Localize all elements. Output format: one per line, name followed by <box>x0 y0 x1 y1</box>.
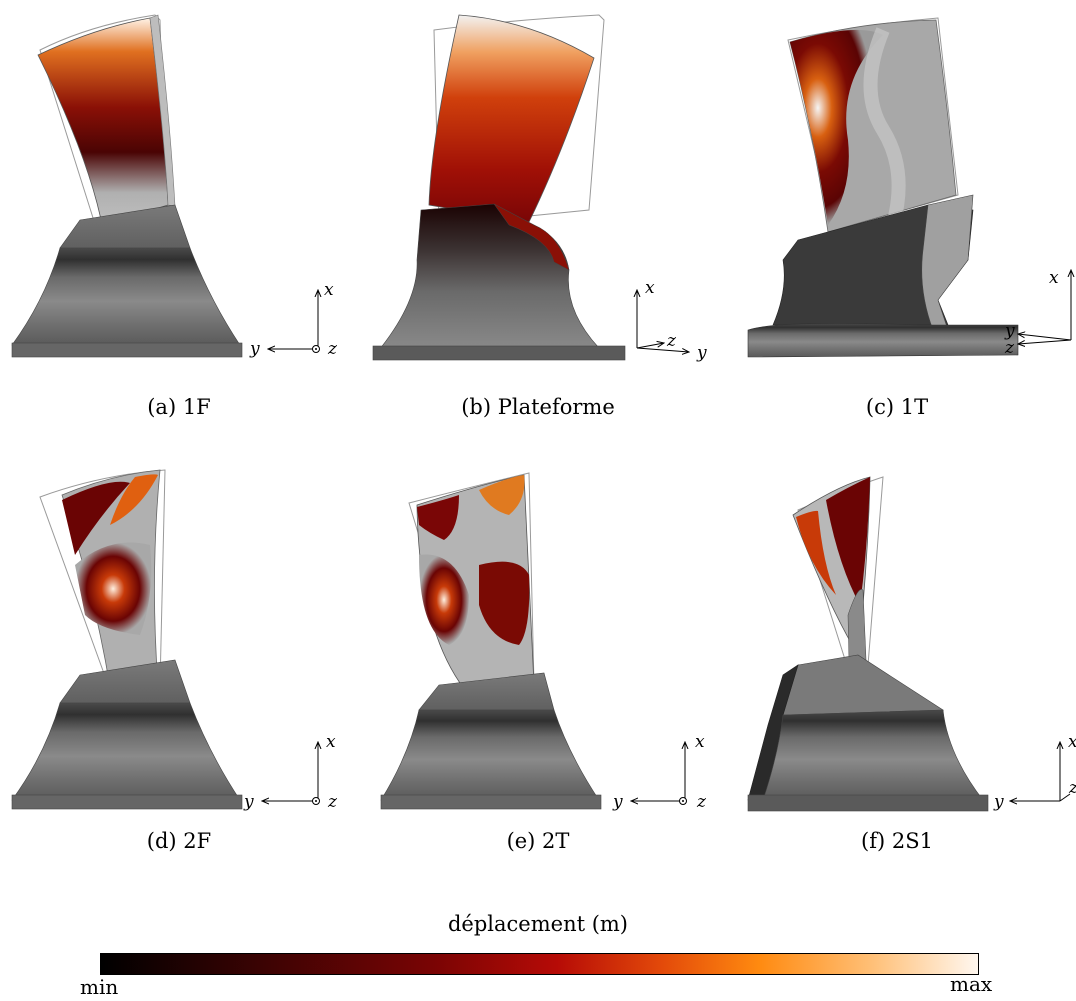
axis-label-up: x <box>1068 732 1076 752</box>
panel-a: x y z (a) 1F <box>0 0 358 420</box>
axis-label-up: x <box>324 280 334 300</box>
panel-e: x y z (e) 2T <box>359 455 717 875</box>
axis-label-out: z <box>696 792 707 812</box>
panel-f: x y z (f) 2S1 <box>718 455 1076 875</box>
axis-triad: x y z <box>1004 268 1071 358</box>
caption-2t: (e) 2T <box>506 829 570 853</box>
axis-triad: x z y <box>637 278 707 363</box>
axis-label-left-upper: y <box>1004 321 1015 341</box>
axis-label-left: y <box>993 792 1004 812</box>
colorbar-max-label: max <box>950 972 993 996</box>
colorbar <box>100 953 979 975</box>
blade-render-plateforme: x z y <box>372 14 707 363</box>
axis-label-diag: z <box>666 331 677 351</box>
caption-1f: (a) 1F <box>147 395 211 419</box>
panel-c: x y z (c) 1T <box>718 0 1076 420</box>
axis-triad: x y z <box>243 732 338 812</box>
axis-triad: x y z <box>993 732 1076 812</box>
axis-label-left-lower: z <box>1004 338 1015 358</box>
axis-label-up: x <box>645 278 655 298</box>
blade-render-2f: x y z <box>11 469 338 812</box>
axis-label-out: z <box>327 792 338 812</box>
panel-d: x y z (d) 2F <box>0 455 358 875</box>
colorbar-title: déplacement (m) <box>447 912 629 936</box>
axis-label-out: z <box>327 339 338 359</box>
blade-render-2s1: x y z <box>747 476 1076 812</box>
axis-triad: x y z <box>612 732 707 812</box>
axis-label-left: y <box>249 339 260 359</box>
axis-label-up: x <box>326 732 336 752</box>
axis-triad: x y z <box>249 280 338 359</box>
axis-label-left: y <box>243 792 254 812</box>
blade-render-1t: x y z <box>747 17 1076 358</box>
axis-label-up: x <box>695 732 705 752</box>
caption-2f: (d) 2F <box>146 829 212 853</box>
axis-label-out: z <box>1068 778 1076 798</box>
caption-1t: (c) 1T <box>865 395 929 419</box>
caption-2s1: (f) 2S1 <box>861 829 933 853</box>
axis-label-right: y <box>696 343 707 363</box>
blade-render-1f: x y z <box>11 14 338 359</box>
axis-label-left: y <box>612 792 623 812</box>
colorbar-min-label: min <box>80 975 119 999</box>
axis-label-up: x <box>1049 268 1059 288</box>
panel-b: x z y (b) Plateforme <box>359 0 717 420</box>
blade-render-2t: x y z <box>380 472 707 812</box>
caption-plateforme: (b) Plateforme <box>461 395 615 419</box>
